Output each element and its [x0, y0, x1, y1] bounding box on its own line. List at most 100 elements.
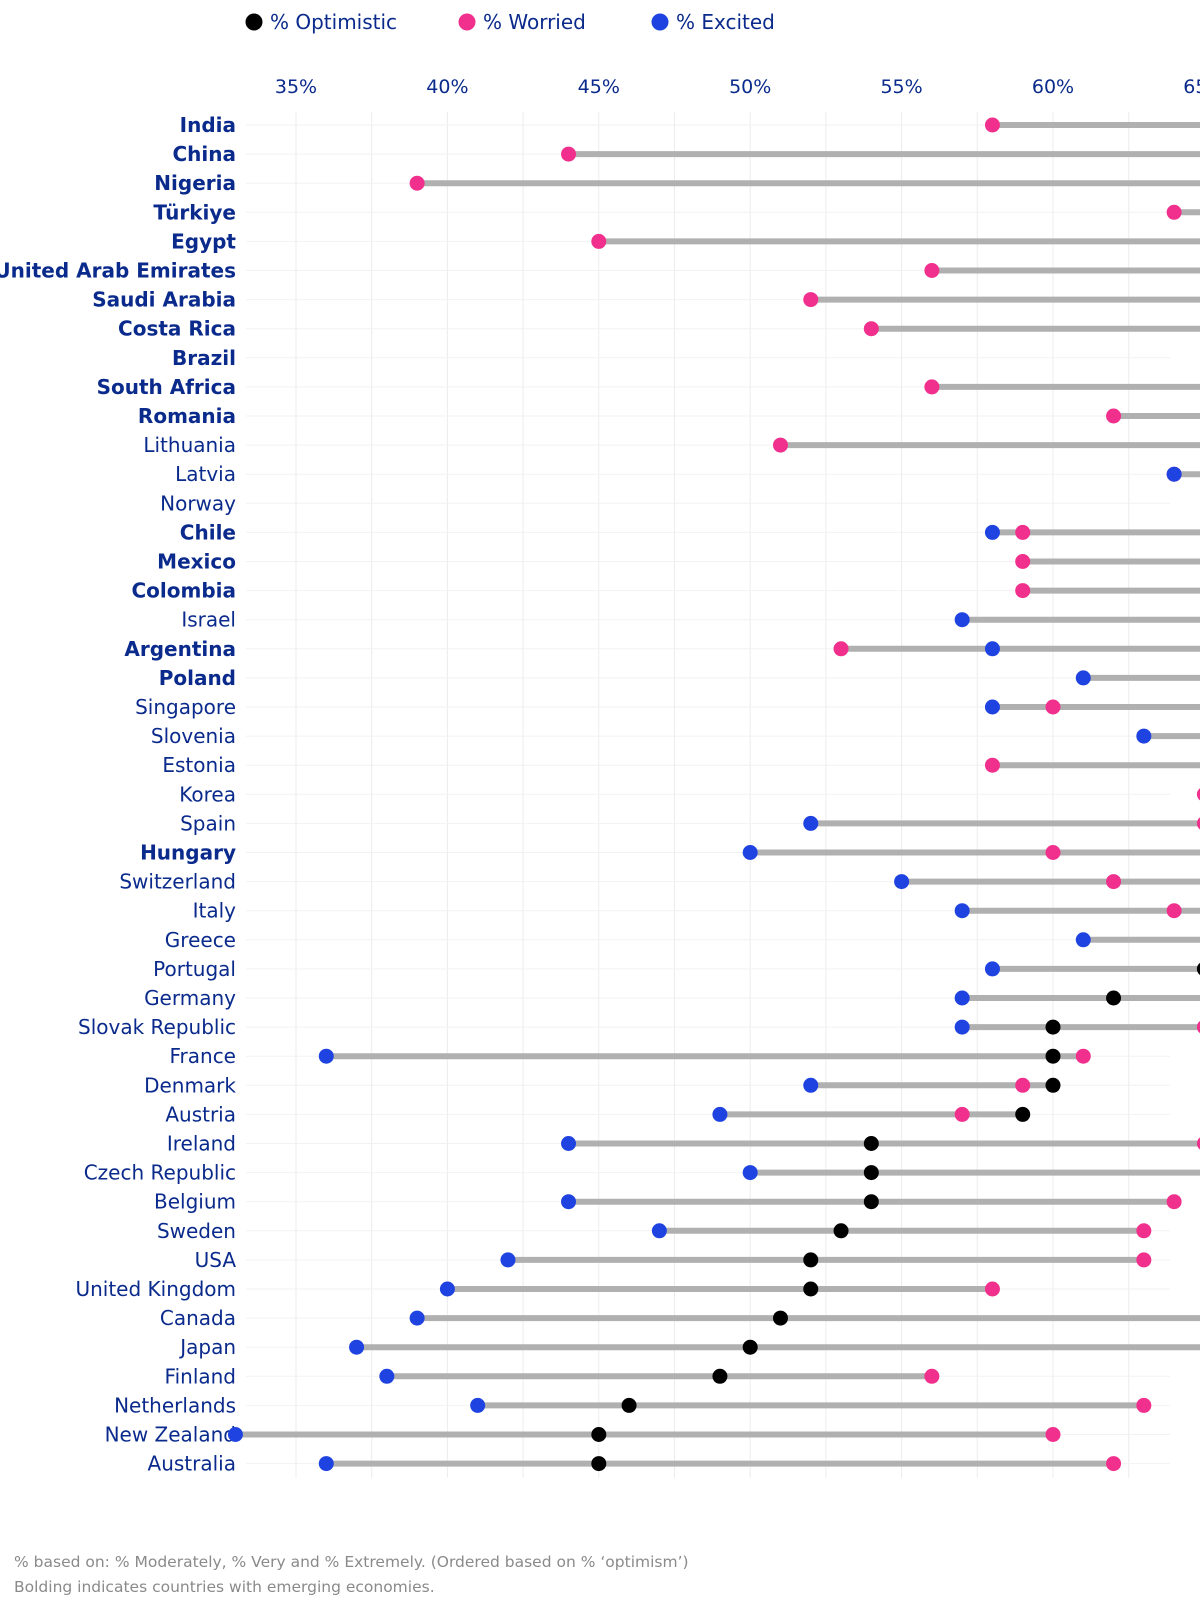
- row-ireland: Ireland: [167, 1132, 1200, 1156]
- row-greece: Greece: [165, 928, 1200, 952]
- dot-excited: [984, 961, 1000, 977]
- country-label: Singapore: [135, 695, 236, 719]
- dot-excited: [954, 612, 970, 628]
- dot-worried: [1196, 788, 1200, 801]
- dot-optimistic: [621, 1397, 637, 1413]
- country-label: Estonia: [162, 753, 236, 777]
- country-label: Belgium: [154, 1190, 236, 1214]
- dot-worried: [924, 379, 940, 395]
- country-label: Egypt: [171, 229, 236, 253]
- dot-worried: [1196, 1137, 1200, 1150]
- country-label: Ireland: [167, 1132, 236, 1156]
- row-belgium: Belgium: [154, 1190, 1182, 1214]
- dot-excited: [561, 1136, 577, 1151]
- row-netherlands: Netherlands: [114, 1393, 1170, 1417]
- dot-excited: [651, 1223, 667, 1239]
- country-label: China: [172, 142, 236, 166]
- legend-marker-worried: [458, 13, 476, 31]
- country-label: France: [169, 1044, 236, 1068]
- country-label: Finland: [165, 1364, 236, 1388]
- country-label: Mexico: [157, 550, 236, 574]
- dot-worried: [1015, 554, 1031, 569]
- country-label: Colombia: [131, 579, 236, 603]
- dot-excited: [954, 990, 970, 1006]
- row-slovak-republic: Slovak Republic: [78, 1015, 1200, 1039]
- x-axis-ticks: 35%40%45%50%55%60%65%70%75%80%85%90%: [275, 76, 1200, 98]
- dot-excited: [1166, 466, 1182, 482]
- dot-worried: [1106, 1456, 1122, 1472]
- row-germany: Germany: [144, 986, 1200, 1010]
- country-label: Slovak Republic: [78, 1015, 236, 1039]
- country-label: Saudi Arabia: [92, 288, 236, 312]
- x-tick-label: 60%: [1032, 76, 1074, 98]
- dot-worried: [954, 1106, 970, 1122]
- country-label: Hungary: [140, 841, 236, 865]
- dot-optimistic: [591, 1427, 607, 1442]
- footnote-bolding: Bolding indicates countries with emergin…: [14, 1578, 435, 1596]
- dot-optimistic: [591, 1456, 607, 1472]
- country-label: Norway: [160, 491, 236, 515]
- country-label: USA: [195, 1248, 237, 1272]
- legend-label-worried: % Worried: [483, 10, 586, 34]
- dot-worried: [1136, 1397, 1152, 1413]
- row-korea: Korea: [179, 782, 1200, 806]
- country-label: Germany: [144, 986, 236, 1010]
- dot-excited: [379, 1368, 395, 1384]
- row-new-zealand: New Zealand: [105, 1423, 1170, 1447]
- row-chile: Chile: [180, 520, 1200, 544]
- dot-excited: [954, 1019, 970, 1035]
- dot-excited: [894, 874, 910, 890]
- dot-worried: [1166, 1194, 1182, 1210]
- legend-label-excited: % Excited: [676, 10, 775, 34]
- row-czech-republic: Czech Republic: [84, 1161, 1200, 1185]
- row-mexico: Mexico: [157, 550, 1200, 574]
- country-label: Türkiye: [153, 200, 236, 224]
- dot-optimistic: [712, 1368, 728, 1384]
- country-label: New Zealand: [105, 1423, 236, 1447]
- dot-worried: [924, 1368, 940, 1384]
- row-poland: Poland: [159, 666, 1200, 690]
- row-lithuania: Lithuania: [143, 433, 1200, 457]
- gridlines: [295, 112, 1130, 1478]
- dot-worried: [1196, 1021, 1200, 1034]
- dot-worried: [1015, 583, 1031, 599]
- row-france: France: [169, 1044, 1170, 1068]
- dot-worried: [1045, 699, 1061, 715]
- dot-optimistic: [833, 1223, 849, 1239]
- row-united-arab-emirates: United Arab Emirates: [0, 259, 1200, 283]
- country-label: Netherlands: [114, 1393, 236, 1417]
- country-label: Slovenia: [151, 724, 236, 748]
- dot-excited: [318, 1456, 334, 1472]
- dot-worried: [984, 1281, 1000, 1297]
- country-label: Austria: [165, 1102, 236, 1126]
- row-canada: Canada: [160, 1306, 1200, 1330]
- dot-excited: [500, 1252, 516, 1268]
- dot-worried: [1196, 817, 1200, 830]
- country-label: Canada: [160, 1306, 236, 1330]
- dot-worried: [1166, 204, 1182, 220]
- row-israel: Israel: [181, 608, 1200, 632]
- dot-optimistic: [1045, 1019, 1061, 1035]
- dot-worried: [1106, 874, 1122, 890]
- dot-worried: [772, 437, 788, 453]
- dot-range-chart: % Optimistic % Worried % Excited 35% 40% 45%…: [0, 10, 1200, 1478]
- country-label: United Arab Emirates: [0, 259, 236, 283]
- dot-excited: [318, 1048, 334, 1064]
- dot-optimistic: [772, 1310, 788, 1326]
- country-label: Denmark: [144, 1073, 236, 1097]
- row-slovenia: Slovenia: [151, 724, 1200, 748]
- dot-worried: [984, 757, 1000, 773]
- row-colombia: Colombia: [131, 579, 1200, 603]
- country-label: Spain: [180, 811, 236, 835]
- legend-marker-optimistic: [245, 13, 263, 31]
- country-label: Sweden: [157, 1219, 236, 1243]
- dot-optimistic: [742, 1339, 758, 1355]
- chart-rows: India China Nigeria Türkiye Egypt United Arab…: [0, 113, 1200, 1476]
- dot-worried: [561, 146, 577, 162]
- dot-worried: [1015, 524, 1031, 540]
- dot-worried: [1136, 1223, 1152, 1239]
- dot-optimistic: [1015, 1106, 1031, 1122]
- country-label: Korea: [179, 782, 236, 806]
- dot-worried: [1015, 1077, 1031, 1093]
- dot-excited: [409, 1310, 425, 1326]
